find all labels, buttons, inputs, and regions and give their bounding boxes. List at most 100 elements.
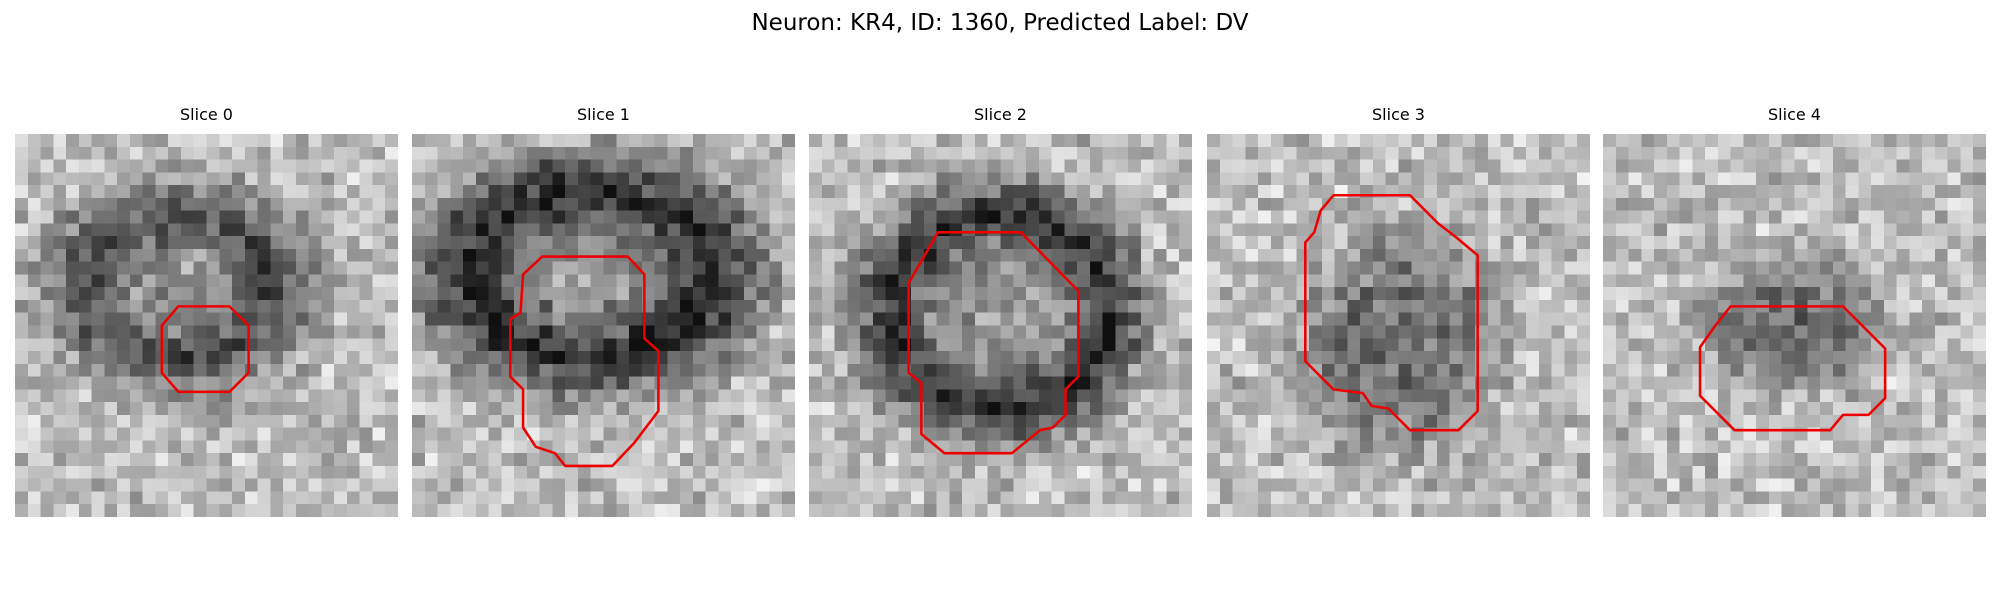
pixel [1896, 453, 1910, 466]
pixel [1781, 185, 1795, 198]
pixel [1166, 351, 1180, 364]
pixel [667, 504, 681, 517]
pixel [539, 351, 553, 364]
pixel [847, 414, 861, 428]
pixel [1207, 351, 1220, 364]
pixel [898, 197, 912, 211]
pixel [1692, 185, 1706, 198]
pixel [1166, 236, 1180, 249]
pixel [155, 172, 169, 186]
pixel [1462, 465, 1476, 479]
pixel [1845, 478, 1859, 492]
pixel [15, 159, 28, 173]
pixel [1909, 465, 1923, 479]
pixel [577, 274, 591, 288]
pixel [1577, 197, 1590, 211]
pixel [1245, 389, 1259, 403]
pixel [346, 159, 360, 173]
pixel [475, 210, 489, 224]
pixel [359, 312, 373, 326]
pixel [923, 389, 937, 403]
pixel [15, 338, 28, 352]
pixel [1360, 414, 1373, 428]
pixel [1858, 453, 1872, 466]
pixel [1179, 312, 1192, 326]
pixel [641, 172, 655, 186]
pixel [565, 491, 578, 505]
slice-image [1207, 134, 1590, 517]
pixel [53, 351, 67, 364]
pixel [1360, 478, 1373, 492]
pixel [412, 376, 425, 390]
pixel [1551, 159, 1565, 173]
pixel [743, 351, 757, 364]
pixel [450, 185, 464, 198]
pixel [53, 325, 67, 339]
pixel [1372, 478, 1386, 492]
pixel [987, 210, 1001, 224]
pixel [743, 146, 757, 160]
pixel [1858, 185, 1872, 198]
pixel [1128, 427, 1141, 441]
pixel [769, 185, 783, 198]
pixel [295, 159, 309, 173]
pixel [667, 312, 681, 326]
pixel [1347, 172, 1361, 186]
pixel [1705, 478, 1718, 492]
pixel [1475, 134, 1488, 147]
pixel [270, 312, 284, 326]
pixel [412, 325, 425, 339]
pixel [295, 185, 309, 198]
pixel [232, 440, 245, 454]
pixel [1820, 185, 1833, 198]
pixel [334, 414, 347, 428]
pixel [731, 172, 744, 186]
pixel [1794, 248, 1808, 262]
pixel [974, 325, 988, 339]
pixel [475, 287, 489, 300]
pixel [1551, 236, 1565, 249]
pixel [872, 159, 886, 173]
pixel [1296, 248, 1310, 262]
pixel [1449, 210, 1463, 224]
pixel [1564, 325, 1578, 339]
pixel [1832, 236, 1846, 249]
pixel [1115, 146, 1129, 160]
pixel [809, 440, 822, 454]
pixel [450, 134, 464, 147]
pixel [334, 504, 347, 517]
pixel [936, 402, 950, 415]
pixel [1321, 197, 1335, 211]
pixel [769, 312, 783, 326]
pixel [1360, 312, 1373, 326]
pixel [283, 453, 296, 466]
pixel [552, 261, 566, 275]
pixel [1973, 402, 1986, 415]
pixel [1102, 287, 1116, 300]
pixel [1551, 223, 1565, 237]
pixel [104, 491, 118, 505]
pixel [78, 389, 92, 403]
pixel [1615, 210, 1629, 224]
pixel [295, 236, 309, 249]
pixel [1832, 440, 1846, 454]
pixel [1500, 274, 1514, 288]
pixel [1487, 197, 1501, 211]
pixel [769, 146, 783, 160]
pixel [1641, 389, 1655, 403]
pixel [705, 274, 719, 288]
pixel [437, 223, 451, 237]
pixel [565, 146, 578, 160]
pixel [270, 465, 284, 479]
pixel [450, 223, 464, 237]
pixel [463, 236, 476, 249]
pixel [539, 146, 553, 160]
pixel [475, 414, 489, 428]
pixel [769, 427, 783, 441]
pixel [1207, 325, 1220, 339]
pixel [1102, 159, 1116, 173]
pixel [577, 312, 591, 326]
pixel [1449, 146, 1463, 160]
pixel [514, 504, 527, 517]
pixel [1232, 287, 1246, 300]
